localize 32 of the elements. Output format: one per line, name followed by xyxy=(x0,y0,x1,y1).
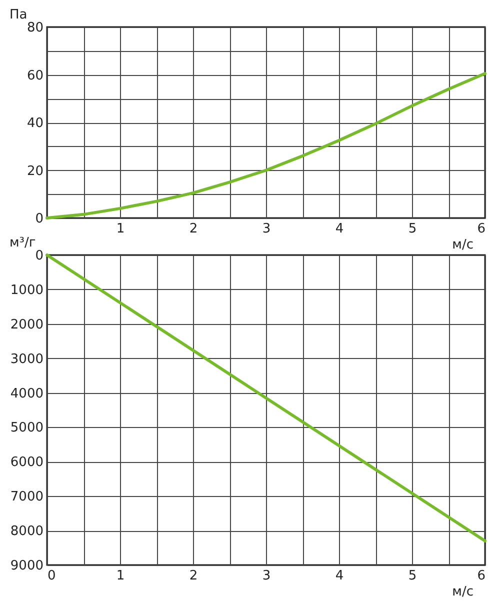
y-tick-label: 1000 xyxy=(10,282,44,298)
x-tick-label: 3 xyxy=(262,568,271,584)
y-tick-label: 8000 xyxy=(10,524,44,540)
x-tick-label: 5 xyxy=(408,568,417,584)
x-tick-label: 2 xyxy=(189,222,198,236)
y-tick-label: 3000 xyxy=(10,352,44,367)
y-axis-title: Па xyxy=(10,8,28,22)
y-tick-label: 20 xyxy=(26,164,44,179)
y-tick-label: 6000 xyxy=(10,455,44,470)
x-axis-title: м/с xyxy=(452,584,474,600)
x-tick-label: 2 xyxy=(189,568,198,584)
x-tick-label: 3 xyxy=(262,222,271,236)
y-tick-label: 60 xyxy=(26,68,44,84)
y-tick-label: 0 xyxy=(35,248,44,264)
y-axis-title: м³/г xyxy=(10,236,36,250)
x-axis-title: м/с xyxy=(452,238,474,252)
y-tick-label: 4000 xyxy=(10,386,44,402)
x-tick-label: 5 xyxy=(408,222,417,236)
y-tick-label: 80 xyxy=(26,20,44,36)
x-tick-label: 1 xyxy=(116,222,125,236)
x-tick-label: 6 xyxy=(477,568,486,584)
y-tick-label: 7000 xyxy=(10,490,44,505)
y-tick-label: 5000 xyxy=(10,420,44,436)
x-tick-label: 6 xyxy=(477,222,486,236)
x-tick-label: 1 xyxy=(116,568,125,584)
y-tick-label: 2000 xyxy=(10,317,44,332)
y-tick-label: 9000 xyxy=(10,558,44,574)
x-tick-label: 0 xyxy=(48,568,56,584)
x-tick-label: 4 xyxy=(335,222,344,236)
y-tick-label: 40 xyxy=(26,116,44,131)
y-tick-label: 0 xyxy=(35,212,44,226)
x-tick-label: 4 xyxy=(335,568,344,584)
